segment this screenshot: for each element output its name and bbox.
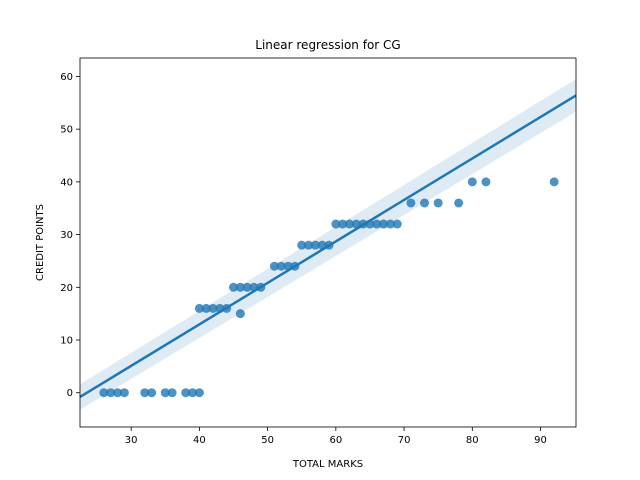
y-tick-label: 10: [60, 336, 73, 347]
data-point: [297, 240, 307, 250]
data-point: [194, 303, 204, 313]
data-point: [276, 261, 286, 271]
data-point: [310, 240, 320, 250]
x-tick-label: 90: [534, 435, 547, 446]
data-point: [242, 282, 252, 292]
data-point: [235, 309, 245, 319]
x-tick-label: 70: [398, 435, 411, 446]
data-point: [140, 388, 150, 398]
y-tick-label: 40: [60, 177, 73, 188]
data-point: [338, 219, 348, 229]
data-point: [481, 177, 491, 187]
data-point: [331, 219, 341, 229]
data-point: [147, 388, 157, 398]
data-point: [160, 388, 170, 398]
y-tick-label: 60: [60, 72, 73, 83]
data-point: [304, 240, 314, 250]
x-axis: 30 40 50 60 70 80 90: [125, 427, 547, 446]
data-point: [406, 198, 416, 208]
data-point: [420, 198, 430, 208]
x-tick-label: 60: [329, 435, 342, 446]
y-axis: 0 10 20 30 40 50 60: [60, 72, 80, 399]
data-point: [549, 177, 559, 187]
data-point: [167, 388, 177, 398]
data-point: [119, 388, 129, 398]
x-tick-label: 40: [193, 435, 206, 446]
data-point: [269, 261, 279, 271]
y-tick-label: 50: [60, 125, 73, 136]
y-axis-label: CREDIT POINTS: [35, 204, 46, 281]
data-point: [106, 388, 116, 398]
data-point: [208, 303, 218, 313]
data-point: [385, 219, 395, 229]
data-point: [181, 388, 191, 398]
x-tick-label: 30: [125, 435, 138, 446]
data-point: [99, 388, 109, 398]
x-tick-label: 50: [261, 435, 274, 446]
x-tick-label: 80: [466, 435, 479, 446]
plot-area: [79, 57, 577, 428]
data-point: [113, 388, 123, 398]
data-point: [344, 219, 354, 229]
x-axis-label: TOTAL MARKS: [292, 459, 363, 470]
data-point: [379, 219, 389, 229]
data-point: [372, 219, 382, 229]
data-point: [454, 198, 464, 208]
data-point: [433, 198, 443, 208]
y-tick-label: 30: [60, 230, 73, 241]
data-point: [235, 282, 245, 292]
regression-line-group: [79, 94, 577, 399]
regression-line: [79, 94, 577, 399]
chart-title: Linear regression for CG: [255, 38, 400, 52]
data-point: [188, 388, 198, 398]
data-point: [194, 388, 204, 398]
plot-frame: [79, 57, 577, 428]
y-tick-label: 20: [60, 283, 73, 294]
data-point: [467, 177, 477, 187]
data-point: [392, 219, 402, 229]
scatter-points: [99, 177, 559, 398]
data-point: [201, 303, 211, 313]
data-point: [229, 282, 239, 292]
y-tick-label: 0: [67, 388, 73, 399]
